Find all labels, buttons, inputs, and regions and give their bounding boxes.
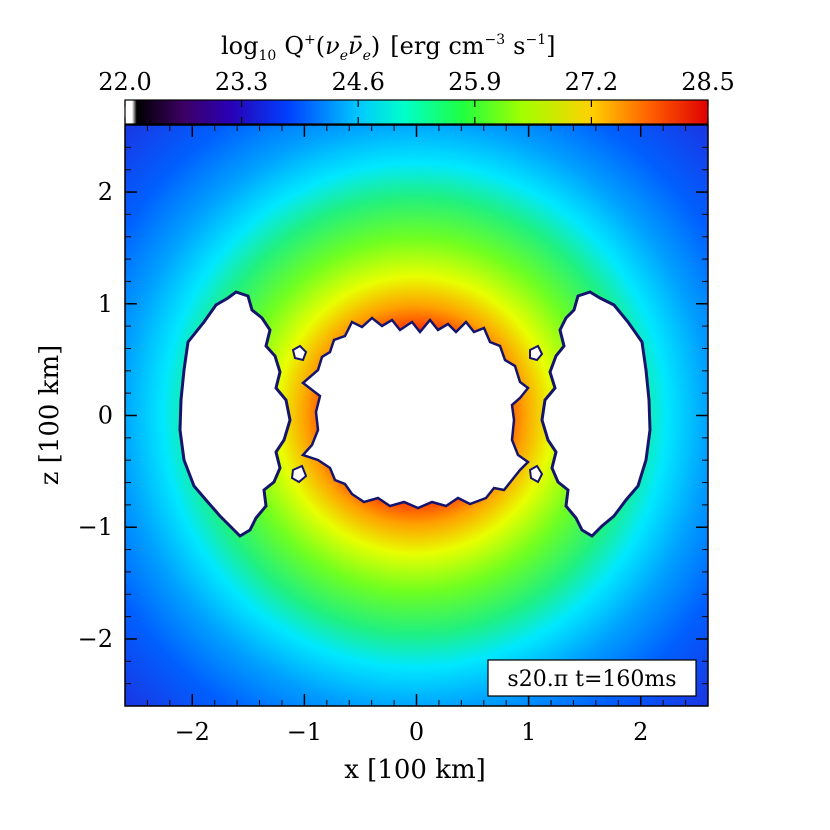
x-axis: −2 −1 0 1 2 bbox=[124, 125, 709, 746]
colorbar-title-close: ) bbox=[371, 32, 380, 60]
colorbar-tick-label: 25.9 bbox=[448, 68, 501, 96]
y-tick-label: 0 bbox=[98, 402, 113, 430]
right-lobe-region bbox=[540, 290, 652, 538]
left-lower-blob bbox=[290, 464, 308, 484]
x-tick-label: 1 bbox=[521, 718, 536, 746]
colorbar-title-sub-e2: e bbox=[363, 48, 371, 64]
y-tick-label: 1 bbox=[98, 290, 113, 318]
colorbar-title-sub: 10 bbox=[259, 48, 277, 64]
y-axis-label: z [100 km] bbox=[35, 345, 65, 486]
colorbar-title-units-post: ] bbox=[546, 32, 555, 60]
x-tick-label: 2 bbox=[633, 718, 648, 746]
colorbar-title-units-exp2: −1 bbox=[525, 32, 546, 48]
colorbar: log10 Q+(νeν̄e) [erg cm−3 s−1] 22.0 23.3 24.6… bbox=[98, 32, 735, 125]
colorbar-title-log: log bbox=[221, 32, 259, 60]
colorbar-tick-label: 24.6 bbox=[331, 68, 384, 96]
left-lobe-region bbox=[178, 290, 292, 538]
y-axis: −2 −1 0 1 2 bbox=[78, 124, 708, 707]
colorbar-ticks bbox=[124, 100, 709, 124]
colorbar-tick-label: 23.3 bbox=[215, 68, 268, 96]
x-tick-label: −2 bbox=[175, 718, 210, 746]
center-core-region bbox=[300, 316, 530, 510]
annotation-background bbox=[487, 659, 697, 697]
y-tick-label: 2 bbox=[98, 178, 113, 206]
colorbar-title-units-exp1: −3 bbox=[485, 32, 506, 48]
colorbar-title-nu2: ν̄ bbox=[348, 32, 363, 60]
plot-area bbox=[125, 125, 708, 706]
annotation-box: s20.π t=160ms bbox=[487, 659, 697, 697]
colorbar-tick-label: 27.2 bbox=[565, 68, 618, 96]
colorbar-title: log10 Q+(νeν̄e) [erg cm−3 s−1] bbox=[221, 32, 556, 64]
right-lower-blob bbox=[528, 464, 544, 484]
colorbar-title-nu1: ν bbox=[325, 32, 340, 60]
x-tick-label: 0 bbox=[409, 718, 424, 746]
colorbar-title-sup: + bbox=[304, 32, 316, 48]
colorbar-tick-label: 28.5 bbox=[681, 68, 734, 96]
annotation-text: s20.π t=160ms bbox=[507, 667, 676, 692]
left-upper-blob bbox=[291, 344, 308, 362]
colorbar-title-units-mid: s bbox=[513, 32, 525, 60]
colorbar-title-q: Q bbox=[284, 32, 304, 60]
x-tick-label: −1 bbox=[287, 718, 322, 746]
colorbar-title-units-pre: [erg cm bbox=[390, 32, 484, 60]
colorbar-tick-label: 22.0 bbox=[98, 68, 151, 96]
colorbar-title-open: ( bbox=[316, 32, 325, 60]
colorbar-title-sub-e1: e bbox=[340, 48, 348, 64]
colorbar-tick-labels: 22.0 23.3 24.6 25.9 27.2 28.5 bbox=[98, 68, 734, 96]
y-tick-label: −2 bbox=[78, 625, 113, 653]
x-axis-label: x [100 km] bbox=[344, 755, 486, 785]
colorbar-bar bbox=[124, 99, 709, 125]
right-upper-blob bbox=[529, 344, 544, 362]
y-tick-label: −1 bbox=[78, 513, 113, 541]
